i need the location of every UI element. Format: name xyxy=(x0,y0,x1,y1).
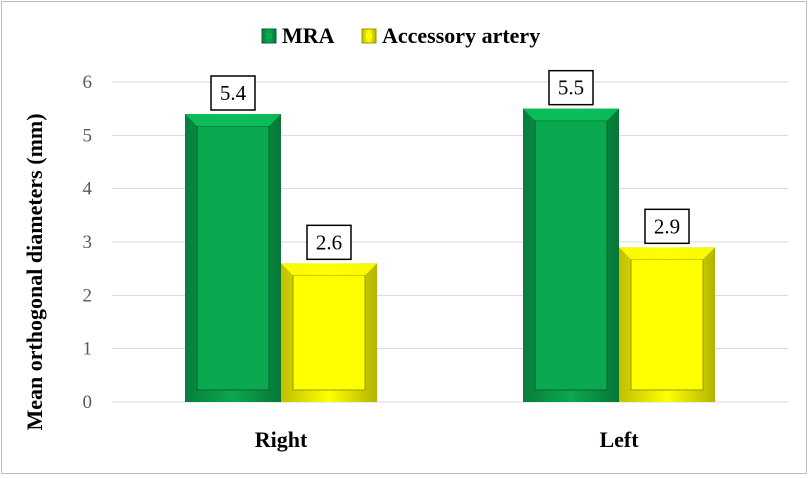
y-tick-label: 6 xyxy=(83,72,93,93)
svg-text:MRA: MRA xyxy=(282,23,335,48)
y-tick-label: 2 xyxy=(83,285,93,306)
bar-right-accessory-artery xyxy=(281,263,377,402)
bar-left-mra xyxy=(523,108,619,403)
y-tick-label: 0 xyxy=(83,392,93,413)
data-label: 2.6 xyxy=(306,224,352,261)
legend-item-accessory-artery: Accessory artery xyxy=(361,23,540,48)
svg-text:5.4: 5.4 xyxy=(220,81,247,105)
bar-chart: 0 1 2 3 4 5 6 5.4 2.6 5.5 2.9 Right Left Mean orth… xyxy=(22,23,788,452)
x-category-label: Left xyxy=(599,427,639,452)
data-labels: 5.4 2.6 5.5 2.9 xyxy=(210,69,690,261)
bars xyxy=(185,108,715,403)
svg-text:2.9: 2.9 xyxy=(654,214,680,238)
data-label: 5.4 xyxy=(210,75,256,111)
data-label: 2.9 xyxy=(644,208,690,245)
svg-text:5.5: 5.5 xyxy=(558,76,584,100)
x-category-label: Right xyxy=(255,427,308,452)
svg-text:2.6: 2.6 xyxy=(316,230,342,254)
y-tick-label: 3 xyxy=(83,232,93,253)
y-tick-label: 5 xyxy=(83,125,93,146)
y-tick-label: 4 xyxy=(83,179,93,200)
svg-text:Accessory artery: Accessory artery xyxy=(382,23,540,48)
x-axis-categories: Right Left xyxy=(255,427,639,452)
bar-right-mra xyxy=(185,114,281,402)
bar-left-accessory-artery xyxy=(619,247,715,402)
y-axis-ticks: 0 1 2 3 4 5 6 xyxy=(83,72,93,413)
data-label: 5.5 xyxy=(548,69,594,106)
y-tick-label: 1 xyxy=(83,339,93,360)
y-axis-title: Mean orthogonal diameters (mm) xyxy=(22,113,47,430)
legend: MRA Accessory artery xyxy=(261,23,540,48)
legend-item-mra: MRA xyxy=(261,23,335,48)
